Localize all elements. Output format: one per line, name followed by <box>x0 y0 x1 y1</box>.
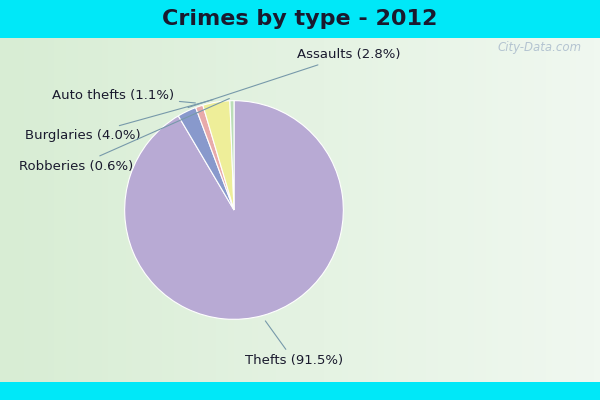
Wedge shape <box>125 101 343 319</box>
Wedge shape <box>196 105 234 210</box>
Wedge shape <box>203 101 234 210</box>
Text: Auto thefts (1.1%): Auto thefts (1.1%) <box>52 89 196 103</box>
Wedge shape <box>230 101 234 210</box>
Wedge shape <box>178 108 234 210</box>
Text: Assaults (2.8%): Assaults (2.8%) <box>188 48 401 108</box>
Text: Burglaries (4.0%): Burglaries (4.0%) <box>25 100 213 142</box>
Text: Thefts (91.5%): Thefts (91.5%) <box>245 321 343 367</box>
Text: Robberies (0.6%): Robberies (0.6%) <box>19 98 229 173</box>
Text: Crimes by type - 2012: Crimes by type - 2012 <box>163 9 437 29</box>
Text: City-Data.com: City-Data.com <box>498 42 582 54</box>
